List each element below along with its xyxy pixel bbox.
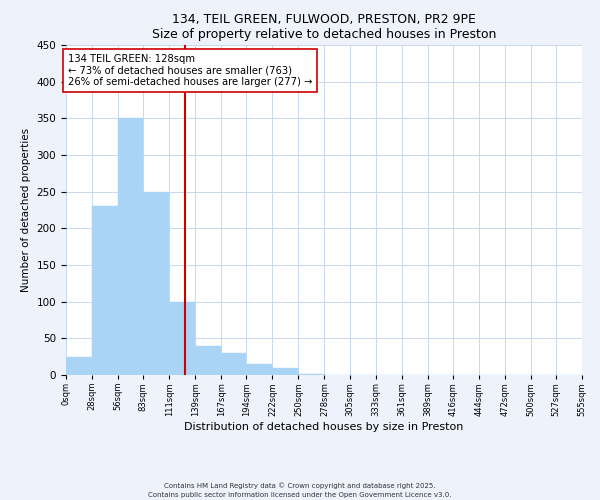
Title: 134, TEIL GREEN, FULWOOD, PRESTON, PR2 9PE
Size of property relative to detached: 134, TEIL GREEN, FULWOOD, PRESTON, PR2 9… bbox=[152, 13, 496, 41]
Bar bbox=[195, 346, 221, 375]
Text: Contains HM Land Registry data © Crown copyright and database right 2025.
Contai: Contains HM Land Registry data © Crown c… bbox=[148, 482, 452, 498]
Bar bbox=[247, 364, 272, 375]
Bar bbox=[92, 206, 118, 375]
Bar bbox=[298, 374, 325, 375]
Y-axis label: Number of detached properties: Number of detached properties bbox=[21, 128, 31, 292]
Bar bbox=[272, 368, 298, 375]
Bar bbox=[118, 118, 143, 375]
X-axis label: Distribution of detached houses by size in Preston: Distribution of detached houses by size … bbox=[184, 422, 464, 432]
Bar bbox=[143, 192, 169, 375]
Bar bbox=[66, 356, 92, 375]
Bar bbox=[221, 353, 247, 375]
Text: 134 TEIL GREEN: 128sqm
← 73% of detached houses are smaller (763)
26% of semi-de: 134 TEIL GREEN: 128sqm ← 73% of detached… bbox=[68, 54, 312, 87]
Bar bbox=[169, 302, 195, 375]
